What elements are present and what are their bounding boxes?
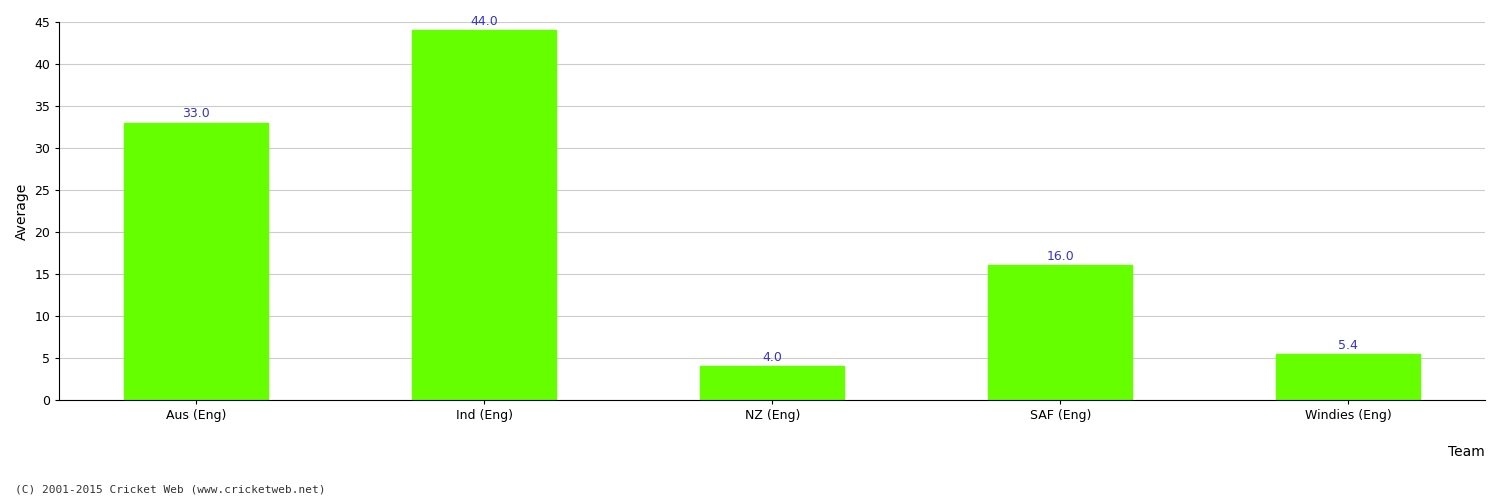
Bar	[124, 123, 268, 400]
Y-axis label: Average: Average	[15, 182, 28, 240]
Bar	[413, 30, 556, 400]
Bar	[988, 266, 1132, 400]
Text: (C) 2001-2015 Cricket Web (www.cricketweb.net): (C) 2001-2015 Cricket Web (www.cricketwe…	[15, 485, 326, 495]
Text: 16.0: 16.0	[1047, 250, 1074, 263]
Text: 33.0: 33.0	[183, 107, 210, 120]
Text: 5.4: 5.4	[1338, 339, 1358, 352]
Bar	[700, 366, 844, 400]
Text: 4.0: 4.0	[762, 350, 782, 364]
Bar	[1276, 354, 1420, 400]
Text: 44.0: 44.0	[471, 15, 498, 28]
Text: Team: Team	[1448, 445, 1485, 459]
